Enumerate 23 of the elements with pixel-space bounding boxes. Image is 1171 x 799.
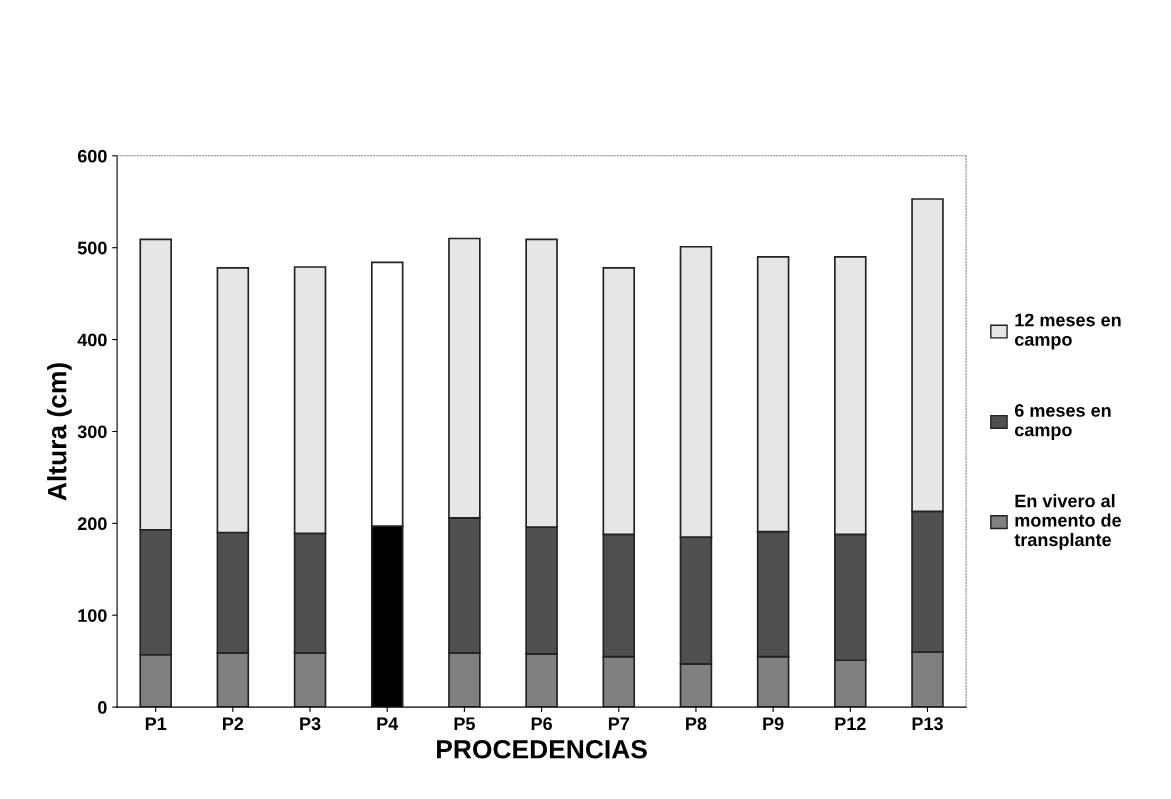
x-tick-label: P6	[531, 717, 552, 731]
x-tick-label: P2	[223, 717, 244, 730]
y-tick-label: 600	[77, 149, 107, 163]
y-tick-label: 100	[78, 609, 107, 622]
x-tick-label: P13	[912, 717, 943, 731]
x-tick-label: P5	[454, 717, 475, 731]
x-tick-label: P9	[763, 717, 784, 731]
x-tick-label: P8	[686, 717, 707, 731]
y-tick-label: 400	[77, 333, 107, 347]
y-tick-label: 500	[77, 241, 107, 255]
x-tick-label: P1	[145, 717, 167, 730]
y-tick-label: 200	[77, 517, 107, 531]
x-tick-label: P3	[300, 717, 321, 731]
y-axis-title: Altura (cm)	[47, 363, 72, 501]
legend-label: En vivero al momento de transplante	[1014, 494, 1122, 550]
legend-label: 12 meses en campo	[1014, 313, 1121, 350]
x-axis-title: PROCEDENCIAS	[437, 739, 647, 759]
x-tick-label: P4	[377, 717, 399, 730]
x-tick-label: P12	[835, 717, 866, 730]
legend-label: 6 meses en campo	[1014, 404, 1111, 440]
y-tick-label: 300	[77, 425, 107, 439]
x-tick-label: P7	[608, 717, 630, 730]
y-tick-label: 0	[98, 701, 107, 714]
